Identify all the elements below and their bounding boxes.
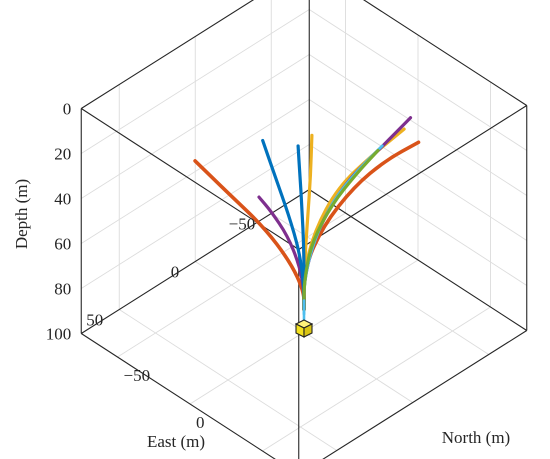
z-tick-label: 40 bbox=[54, 190, 71, 209]
trajectory-7 bbox=[296, 144, 306, 312]
trajectory-lines bbox=[193, 116, 421, 332]
x-axis-label: East (m) bbox=[147, 432, 205, 451]
x-tick-label: 0 bbox=[171, 263, 180, 282]
trajectory-5 bbox=[302, 116, 413, 312]
y-tick-label: −50 bbox=[124, 366, 151, 385]
box-edge bbox=[80, 0, 255, 109]
box-edge bbox=[308, 189, 528, 331]
trajectory-3 bbox=[302, 127, 406, 312]
z-tick-label: 100 bbox=[46, 325, 72, 344]
z-tick-label: 80 bbox=[54, 280, 71, 299]
y-axis-label: North (m) bbox=[442, 428, 510, 447]
x-tick-label: −50 bbox=[229, 215, 256, 234]
trajectory-10 bbox=[302, 148, 380, 312]
x-tick-label: 50 bbox=[86, 311, 103, 330]
z-tick-label: 0 bbox=[63, 100, 72, 119]
trajectory-8 bbox=[261, 138, 306, 312]
y-tick-label: 0 bbox=[196, 413, 205, 432]
box-edge bbox=[298, 105, 528, 250]
grid-line-y bbox=[262, 306, 491, 452]
cube-right bbox=[303, 323, 313, 338]
z-tick-label: 20 bbox=[54, 145, 71, 164]
cube-marker bbox=[294, 319, 314, 338]
box-edge bbox=[322, 330, 528, 459]
origin-marker bbox=[294, 319, 314, 338]
trajectory-2 bbox=[193, 159, 306, 312]
z-tick-label: 60 bbox=[54, 235, 71, 254]
z-axis-label: Depth (m) bbox=[12, 179, 31, 249]
grid-line-y bbox=[117, 212, 346, 358]
box-edge bbox=[362, 0, 528, 106]
axis-labels: Depth (m) East (m) North (m) bbox=[12, 179, 510, 451]
box-edge bbox=[80, 333, 276, 459]
